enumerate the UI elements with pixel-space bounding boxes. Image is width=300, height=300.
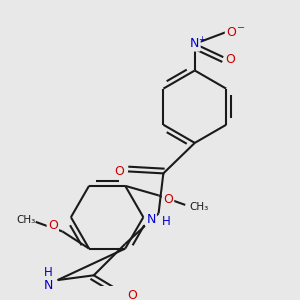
- Text: N: N: [44, 279, 53, 292]
- Text: O: O: [48, 219, 58, 232]
- Text: O: O: [163, 193, 173, 206]
- Text: H: H: [44, 266, 52, 279]
- Text: O: O: [115, 165, 124, 178]
- Text: CH₃: CH₃: [16, 215, 36, 225]
- Text: CH₃: CH₃: [189, 202, 208, 212]
- Text: O: O: [226, 26, 236, 39]
- Text: −: −: [237, 22, 245, 33]
- Text: O: O: [127, 289, 137, 300]
- Text: +: +: [198, 34, 205, 43]
- Text: N: N: [190, 37, 200, 50]
- Text: O: O: [225, 52, 235, 66]
- Text: H: H: [162, 214, 171, 227]
- Text: N: N: [146, 213, 156, 226]
